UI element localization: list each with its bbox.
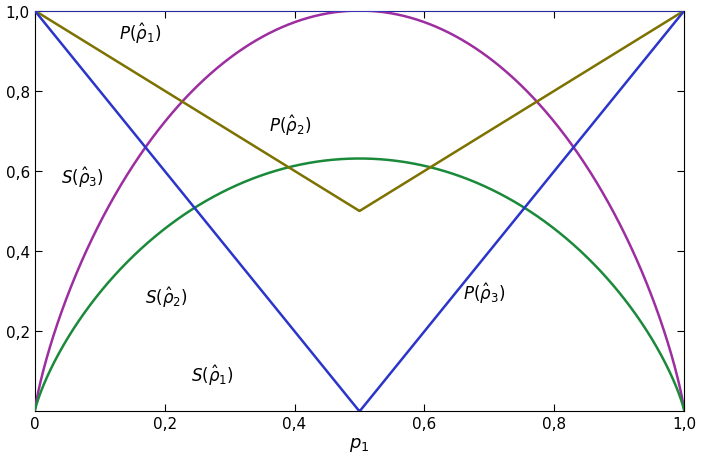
Text: $S(\hat{\rho}_3)$: $S(\hat{\rho}_3)$ bbox=[60, 165, 103, 190]
Text: $P(\hat{\rho}_1)$: $P(\hat{\rho}_1)$ bbox=[119, 21, 161, 45]
Text: $S(\hat{\rho}_2)$: $S(\hat{\rho}_2)$ bbox=[145, 285, 188, 309]
Text: $P(\hat{\rho}_3)$: $P(\hat{\rho}_3)$ bbox=[463, 281, 505, 306]
Text: $S(\hat{\rho}_1)$: $S(\hat{\rho}_1)$ bbox=[191, 363, 233, 387]
Text: $P(\hat{\rho}_2)$: $P(\hat{\rho}_2)$ bbox=[269, 113, 311, 138]
X-axis label: $p_1$: $p_1$ bbox=[350, 436, 370, 453]
